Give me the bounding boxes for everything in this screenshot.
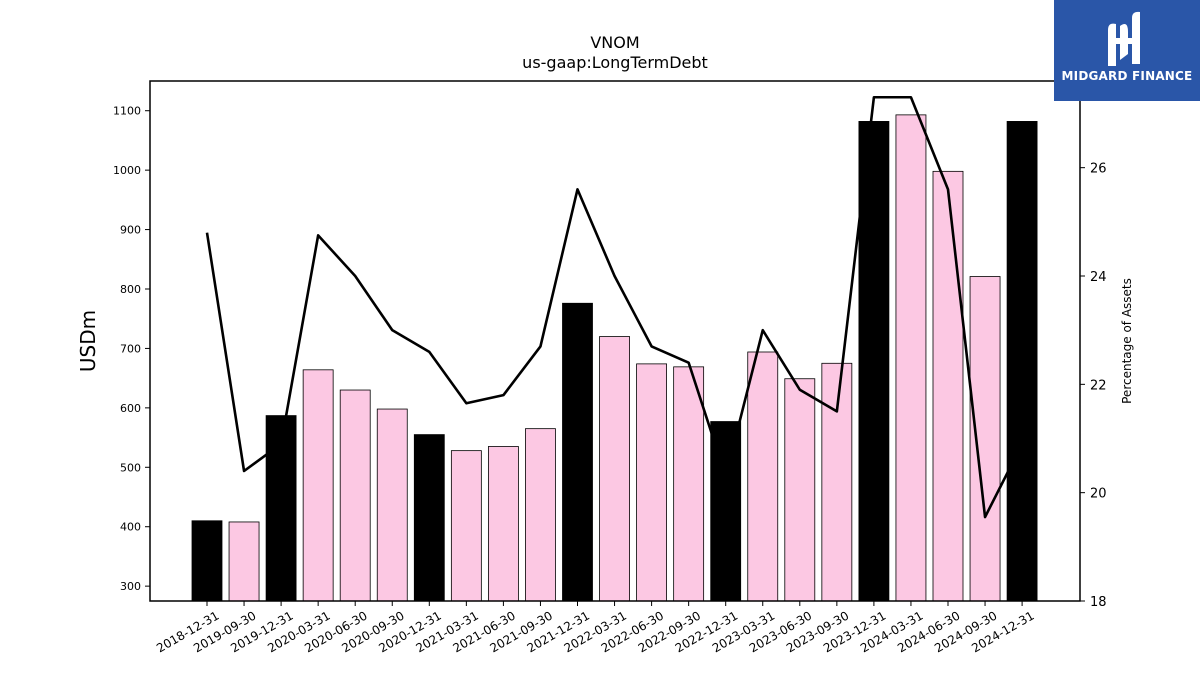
chart-subtitle: us-gaap:LongTermDebt xyxy=(522,53,708,72)
y-tick-label-400: 400 xyxy=(120,521,141,534)
y-tick-label-800: 800 xyxy=(120,283,141,296)
bar-2019-12-31 xyxy=(265,415,297,602)
logo-text: MIDGARD FINANCE xyxy=(1061,69,1193,83)
y-axis-left: 300 400 500 600 700 800 900 1000 1100 xyxy=(113,105,150,593)
bar-2022-06-30 xyxy=(636,363,667,602)
y2-tick-label-18: 18 xyxy=(1090,595,1107,610)
bar-2020-09-30 xyxy=(376,408,408,602)
y-tick-label-600: 600 xyxy=(120,402,141,415)
bar-2019-09-30 xyxy=(228,521,260,602)
bar-2024-09-30 xyxy=(969,276,1001,602)
y2-tick-label-24: 24 xyxy=(1090,270,1107,285)
y-axis-label: USDm xyxy=(76,310,100,372)
bar-2020-12-31 xyxy=(413,434,445,602)
y-tick-label-300: 300 xyxy=(120,580,141,593)
bar-2023-03-31 xyxy=(747,351,779,602)
x-axis: 2018-12-312019-09-302019-12-312020-03-31… xyxy=(154,601,1037,655)
bars-layer xyxy=(191,114,1038,602)
y2-tick-label-22: 22 xyxy=(1090,378,1107,393)
y-axis-right: 18 20 22 24 26 xyxy=(1080,162,1107,610)
bar-2018-12-31 xyxy=(191,520,223,602)
bar-2021-03-31 xyxy=(450,450,482,602)
bar-2022-12-31 xyxy=(710,421,742,602)
brand-logo: MIDGARD FINANCE xyxy=(1054,0,1200,101)
bar-2022-03-31 xyxy=(599,336,630,602)
bar-2020-03-31 xyxy=(302,369,334,602)
bar-2021-09-30 xyxy=(525,428,556,602)
midgard-logo-icon xyxy=(1108,11,1140,67)
bar-2024-03-31 xyxy=(895,114,927,602)
bar-2023-06-30 xyxy=(784,378,816,602)
y2-axis-label: Percentage of Assets xyxy=(1120,278,1134,404)
bar-2024-06-30 xyxy=(932,170,964,602)
y2-tick-label-26: 26 xyxy=(1090,162,1107,177)
bar-2020-06-30 xyxy=(339,389,371,602)
chart-title: VNOM xyxy=(590,33,639,52)
bar-2024-12-31 xyxy=(1006,121,1038,602)
bar-2023-09-30 xyxy=(821,362,853,602)
y2-tick-label-20: 20 xyxy=(1090,487,1107,502)
y-tick-label-700: 700 xyxy=(120,342,141,355)
bar-2021-12-31 xyxy=(562,302,593,602)
y-tick-label-1000: 1000 xyxy=(113,164,141,177)
y-tick-label-900: 900 xyxy=(120,224,141,237)
y-tick-label-1100: 1100 xyxy=(113,105,141,118)
bar-2021-06-30 xyxy=(487,446,519,602)
bar-2023-12-31 xyxy=(858,121,890,602)
y-tick-label-500: 500 xyxy=(120,461,141,474)
bar-2022-09-30 xyxy=(673,366,705,602)
line-layer xyxy=(205,95,1024,519)
